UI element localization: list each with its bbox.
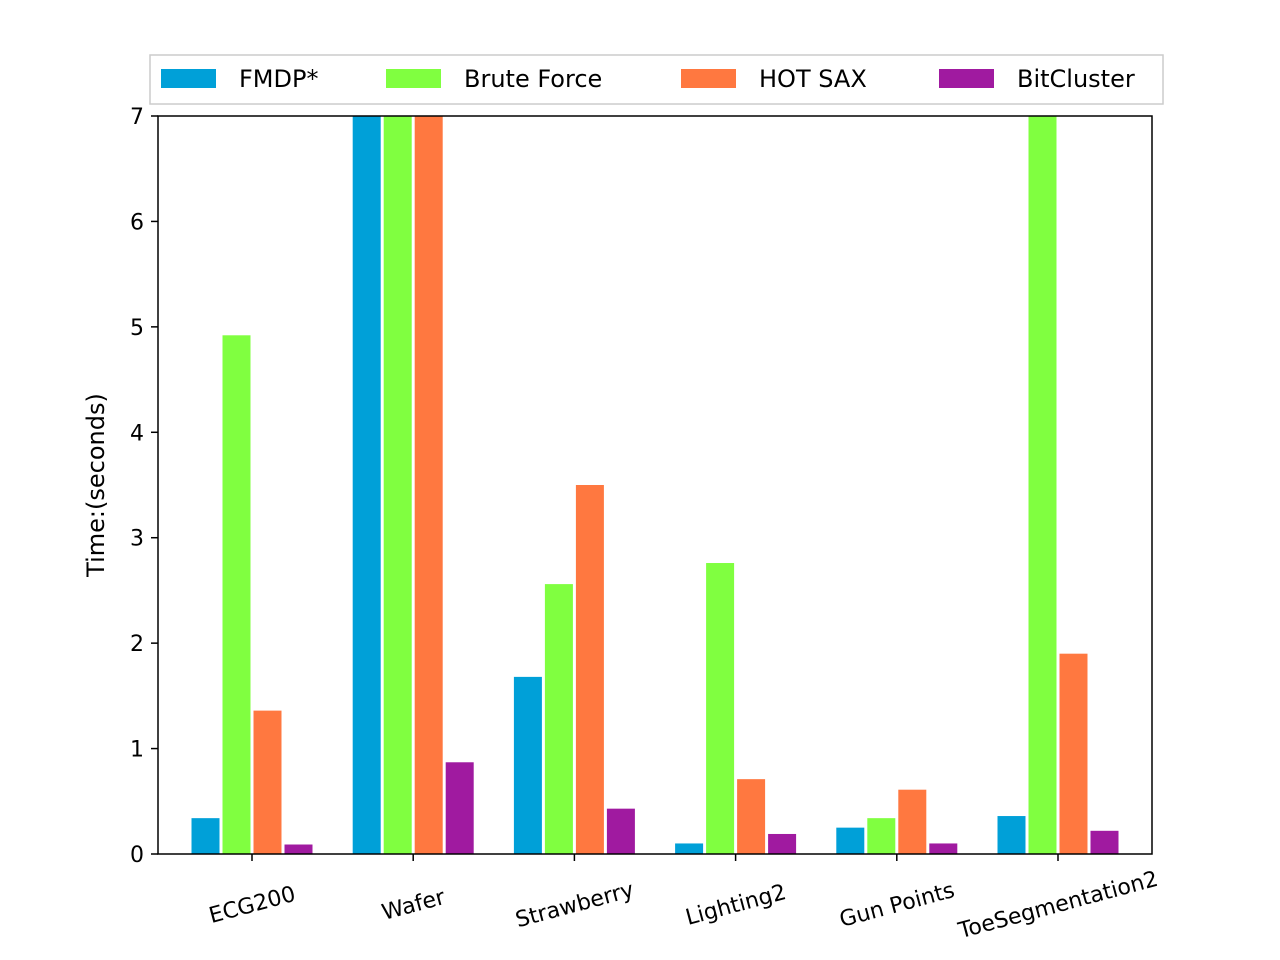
bar-bitcluster-strawberry xyxy=(606,808,635,854)
bar-fmdp--wafer xyxy=(352,116,381,854)
y-tick-label: 1 xyxy=(130,738,144,763)
bar-fmdp--ecg200 xyxy=(191,818,220,854)
x-tick-label: ToeSegmentation2 xyxy=(955,867,1161,945)
bar-hot-sax-gun-points xyxy=(898,789,927,854)
x-tick-label: Gun Points xyxy=(837,878,957,933)
legend-frame xyxy=(149,54,1164,105)
x-tick-label: ECG200 xyxy=(207,882,299,929)
bar-bitcluster-wafer xyxy=(445,762,474,854)
y-tick-label: 7 xyxy=(130,105,144,130)
legend-swatch xyxy=(161,69,216,88)
bar-fmdp--lighting2 xyxy=(675,843,704,854)
bar-bitcluster-toesegmentation2 xyxy=(1090,830,1119,854)
bars-group xyxy=(191,116,1119,854)
y-tick-label: 3 xyxy=(130,527,144,552)
legend-swatch xyxy=(386,69,441,88)
bar-brute-force-ecg200 xyxy=(222,335,251,854)
x-tick-label: Lighting2 xyxy=(683,880,789,931)
legend-swatch xyxy=(681,69,736,88)
legend-label: HOT SAX xyxy=(759,65,867,93)
bar-hot-sax-wafer xyxy=(414,116,443,854)
legend-label: Brute Force xyxy=(464,65,602,93)
bar-hot-sax-toesegmentation2 xyxy=(1059,653,1088,854)
legend-label: BitCluster xyxy=(1017,65,1135,93)
bar-fmdp--strawberry xyxy=(513,676,542,854)
y-tick-label: 0 xyxy=(130,843,144,868)
y-tick-label: 2 xyxy=(130,632,144,657)
x-tick-label: Strawberry xyxy=(513,878,637,934)
bar-bitcluster-ecg200 xyxy=(284,844,313,854)
bar-bitcluster-gun-points xyxy=(929,843,958,854)
bar-hot-sax-strawberry xyxy=(575,485,604,854)
x-axis: ECG200 Wafer Strawberry Lighting2 Gun Points… xyxy=(207,854,1161,944)
plot-frame xyxy=(157,115,1153,855)
bar-fmdp--gun-points xyxy=(836,827,865,854)
y-tick-label: 4 xyxy=(130,421,144,446)
bar-brute-force-wafer xyxy=(383,116,412,854)
bar-bitcluster-lighting2 xyxy=(768,833,797,854)
bar-hot-sax-lighting2 xyxy=(737,779,766,854)
y-tick-label: 5 xyxy=(130,316,144,341)
bar-hot-sax-ecg200 xyxy=(253,710,282,854)
legend: FMDP* Brute Force HOT SAX BitCluster xyxy=(149,54,1164,105)
bar-brute-force-gun-points xyxy=(867,818,896,854)
x-tick-label: Wafer xyxy=(379,885,448,926)
y-axis-label: Time:(seconds) xyxy=(82,393,110,578)
legend-swatch xyxy=(939,69,994,88)
bar-brute-force-lighting2 xyxy=(706,563,735,854)
y-axis: 0 1 2 3 4 5 6 7 xyxy=(130,105,158,868)
bar-fmdp--toesegmentation2 xyxy=(997,816,1026,854)
legend-label: FMDP* xyxy=(239,65,318,93)
y-tick-label: 6 xyxy=(130,210,144,235)
bar-brute-force-toesegmentation2 xyxy=(1028,116,1057,854)
bar-brute-force-strawberry xyxy=(544,584,573,854)
